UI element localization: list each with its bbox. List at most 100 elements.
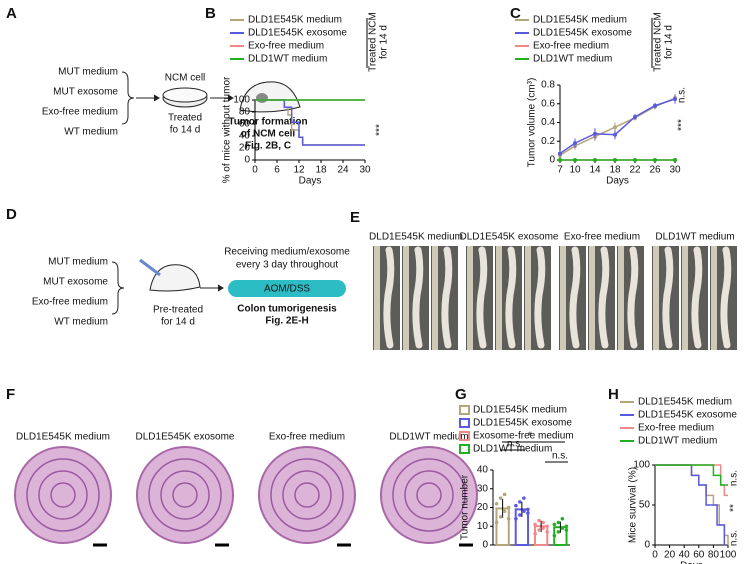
x-tick-label: 80 bbox=[708, 550, 720, 561]
point bbox=[514, 503, 518, 508]
legend-label: DLD1E545K exosome bbox=[248, 28, 347, 39]
point bbox=[552, 533, 557, 538]
point bbox=[518, 500, 522, 504]
y-tick-label: 0.6 bbox=[541, 98, 555, 109]
section-ring bbox=[160, 470, 210, 520]
x-tick-label: 12 bbox=[293, 165, 305, 176]
y-tick-label: 0 bbox=[482, 540, 488, 551]
label: DLD1E545K medium bbox=[16, 432, 110, 443]
ruler bbox=[432, 246, 438, 350]
legend-label: Exo-free medium bbox=[533, 41, 609, 52]
point bbox=[494, 501, 499, 506]
y-tick-label: 80 bbox=[239, 107, 251, 118]
point bbox=[506, 516, 511, 521]
point bbox=[502, 509, 507, 514]
legend-label: DLD1E545K exosome bbox=[473, 418, 572, 429]
label: DLD1E545K exosome bbox=[460, 232, 559, 243]
point bbox=[506, 505, 511, 510]
series-line bbox=[255, 99, 365, 146]
y-tick-label: 30 bbox=[477, 483, 489, 494]
label: MUT exosome bbox=[53, 87, 118, 98]
section-ring bbox=[172, 482, 198, 508]
label: MUT medium bbox=[58, 67, 118, 78]
annotation: *** bbox=[375, 124, 386, 136]
point bbox=[556, 520, 561, 525]
point bbox=[545, 524, 549, 529]
label: Treated bbox=[168, 113, 202, 124]
label: WT medium bbox=[64, 127, 118, 138]
x-tick-label: 0 bbox=[652, 550, 658, 561]
y-tick-label: 0.2 bbox=[541, 136, 555, 147]
y-tick-label: 20 bbox=[239, 143, 251, 154]
point bbox=[556, 530, 561, 534]
point bbox=[498, 496, 503, 500]
y-tick-label: 0.4 bbox=[541, 117, 555, 128]
colon bbox=[662, 246, 674, 349]
label: AOM/DSS bbox=[264, 284, 310, 295]
annotation: n.s. bbox=[677, 87, 688, 103]
legend-label: Exo-free medium bbox=[638, 423, 714, 434]
panel-label: E bbox=[350, 209, 360, 226]
label: Exo-free medium bbox=[42, 107, 118, 118]
legend-label: DLD1WT medium bbox=[533, 54, 612, 65]
legend-swatch bbox=[459, 418, 470, 428]
legend-label: Exosome-free medium bbox=[473, 431, 574, 442]
point bbox=[633, 114, 637, 119]
point bbox=[633, 158, 637, 162]
series-line bbox=[559, 97, 676, 156]
legend-label: DLD1WT medium bbox=[473, 444, 552, 455]
colon bbox=[505, 246, 517, 349]
point bbox=[526, 507, 530, 512]
annotation: ** bbox=[729, 504, 740, 512]
section-ring bbox=[404, 470, 454, 520]
label: WT medium bbox=[54, 317, 108, 328]
label: MUT medium bbox=[48, 257, 108, 268]
y-tick-label: 50 bbox=[639, 500, 651, 511]
ruler bbox=[560, 246, 566, 350]
diagram-d bbox=[111, 258, 346, 315]
colon bbox=[441, 246, 453, 349]
annotation: n.s. bbox=[729, 530, 740, 546]
histology-panel bbox=[14, 446, 478, 547]
section bbox=[380, 446, 478, 544]
label: for 14 d bbox=[161, 317, 195, 328]
panel-label: A bbox=[6, 5, 17, 22]
x-tick-label: 24 bbox=[337, 165, 349, 176]
colon bbox=[383, 246, 395, 349]
y-axis-label: Tumor volume (cm³) bbox=[527, 78, 538, 168]
point bbox=[558, 158, 562, 162]
point bbox=[526, 511, 530, 515]
panel-label: D bbox=[6, 206, 17, 223]
point bbox=[593, 158, 597, 162]
legend-label: DLD1E545K medium bbox=[473, 405, 567, 416]
point bbox=[673, 158, 677, 162]
point bbox=[494, 520, 499, 525]
label: Pre-treated bbox=[153, 305, 203, 316]
point bbox=[558, 151, 562, 156]
colon bbox=[476, 246, 488, 349]
legend-label: DLD1WT medium bbox=[248, 54, 327, 65]
ruler bbox=[525, 246, 531, 350]
ruler bbox=[682, 246, 688, 350]
label: Fig. 2E-H bbox=[265, 316, 308, 327]
panel-label: C bbox=[510, 5, 521, 22]
label: every 3 day throughout bbox=[236, 260, 339, 271]
y-tick-label: 10 bbox=[477, 521, 489, 532]
x-tick-label: 18 bbox=[315, 165, 327, 176]
label: Exo-free medium bbox=[32, 297, 108, 308]
ruler bbox=[618, 246, 624, 350]
x-tick-label: 0 bbox=[252, 165, 258, 176]
point bbox=[653, 158, 657, 162]
annotation: n.s. bbox=[552, 451, 568, 462]
section bbox=[258, 446, 356, 544]
point bbox=[560, 516, 565, 521]
section-ring bbox=[392, 458, 466, 532]
x-tick-label: 60 bbox=[693, 550, 705, 561]
point bbox=[537, 518, 541, 523]
legend-label: Exo-free medium bbox=[248, 41, 324, 52]
colon bbox=[534, 246, 546, 349]
section-ring bbox=[294, 482, 320, 508]
y-tick-label: 60 bbox=[239, 119, 251, 130]
point bbox=[514, 516, 518, 521]
label: of NCM cell bbox=[241, 129, 296, 140]
